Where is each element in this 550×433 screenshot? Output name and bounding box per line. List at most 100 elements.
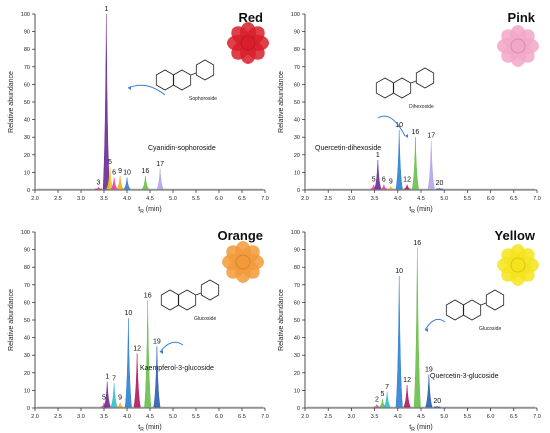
x-tick-label: 7.0 [261,196,269,202]
y-tick-label: 10 [294,388,300,394]
peak-label-20: 20 [436,180,444,187]
arrow [377,115,406,137]
peak-label-9: 9 [389,178,393,185]
structure-diagram [155,59,215,91]
peak-16 [411,137,419,190]
x-tick-label: 6.0 [487,196,495,202]
peak-label-17: 17 [156,161,164,168]
peak-7 [383,392,391,408]
y-tick-label: 0 [297,188,300,194]
peak-label-10: 10 [124,310,132,317]
peak-12 [403,184,411,190]
peak-label-1: 1 [376,152,380,159]
y-tick-label: 0 [297,406,300,412]
y-tick-label: 70 [294,283,300,289]
x-tick-label: 6.0 [487,414,495,420]
x-tick-label: 5.5 [464,414,472,420]
y-axis-label: Relative abundance [8,289,15,351]
peak-20 [433,405,441,408]
y-tick-label: 70 [24,283,30,289]
substituent-label: Sophoroside [189,96,217,102]
peak-9 [116,175,124,190]
y-tick-label: 90 [24,30,30,36]
peak-16 [141,175,150,190]
x-tick-label: 5.0 [440,196,448,202]
y-axis-label: Relative abundance [8,71,15,133]
x-tick-label: 2.5 [324,414,332,420]
peak-label-2: 2 [375,396,379,403]
y-tick-label: 80 [294,47,300,53]
x-tick-label: 5.5 [192,196,200,202]
arrow-head [425,328,428,332]
x-axis-label: tR (min) [409,206,432,215]
x-tick-label: 3.5 [371,414,379,420]
substituent-label: Glucoside [479,326,501,332]
y-tick-label: 100 [21,230,30,236]
x-tick-label: 2.0 [301,414,309,420]
flower-image [497,244,539,286]
peak-10 [395,130,403,190]
y-tick-label: 60 [294,300,300,306]
y-tick-label: 80 [294,265,300,271]
arrow [424,318,446,331]
x-tick-label: 2.0 [31,196,39,202]
y-axis-label: Relative abundance [278,71,285,133]
y-tick-label: 70 [24,65,30,71]
x-tick-label: 4.5 [146,196,154,202]
peak-label-16: 16 [413,240,421,247]
y-tick-label: 30 [24,135,30,141]
x-tick-label: 5.0 [169,196,177,202]
x-tick-label: 3.5 [100,414,108,420]
flower-image [227,22,269,64]
x-tick-label: 7.0 [261,414,269,420]
x-axis-label: tR (min) [138,206,161,215]
x-tick-label: 3.0 [348,196,356,202]
panel-orange: 0 10 20 30 40 50 60 70 80 90 100 2.0 2.5 3.0 3.5 4.0 4.5… [8,228,269,433]
x-tick-label: 2.5 [54,196,62,202]
peak-label-3: 3 [97,179,101,186]
y-tick-label: 20 [294,371,300,377]
peak-3 [95,186,102,190]
flower-image [222,241,264,283]
y-tick-label: 80 [24,47,30,53]
peak-20 [436,187,443,190]
peak-label-7: 7 [112,375,116,382]
peak-label-16: 16 [144,293,152,300]
y-tick-label: 20 [294,153,300,159]
peak-label-12: 12 [403,377,411,384]
x-tick-label: 2.0 [301,196,309,202]
y-tick-label: 30 [294,135,300,141]
x-tick-label: 4.5 [417,414,425,420]
peak-17 [427,140,435,190]
x-tick-label: 7.0 [533,196,541,202]
peak-label-1: 1 [104,6,108,13]
compound-label: Kaempferol-3-glucoside [140,365,214,372]
peak-1 [374,160,382,190]
x-tick-label: 6.0 [215,196,223,202]
x-tick-label: 4.5 [146,414,154,420]
x-tick-label: 6.5 [238,196,246,202]
peak-6 [380,184,388,190]
peak-1 [103,381,111,408]
structure-diagram [160,279,220,311]
x-tick-label: 3.5 [371,196,379,202]
x-tick-label: 5.0 [169,414,177,420]
x-tick-label: 3.5 [100,196,108,202]
y-tick-label: 40 [24,336,30,342]
x-tick-label: 6.5 [510,196,518,202]
y-tick-label: 90 [294,248,300,254]
substituent-label: Glucoside [194,316,216,322]
peak-1 [102,13,110,190]
y-tick-label: 100 [21,12,30,18]
compound-label: Cyanidin-sophoroside [148,145,216,152]
y-tick-label: 10 [24,388,30,394]
peak-7 [110,383,118,408]
compound-label: Quercetin-dihexoside [315,145,381,152]
y-tick-label: 10 [24,170,30,176]
peak-16 [413,247,421,408]
peak-label-12: 12 [403,177,411,184]
y-tick-label: 60 [24,82,30,88]
peak-label-6: 6 [382,177,386,184]
x-tick-label: 2.0 [31,414,39,420]
